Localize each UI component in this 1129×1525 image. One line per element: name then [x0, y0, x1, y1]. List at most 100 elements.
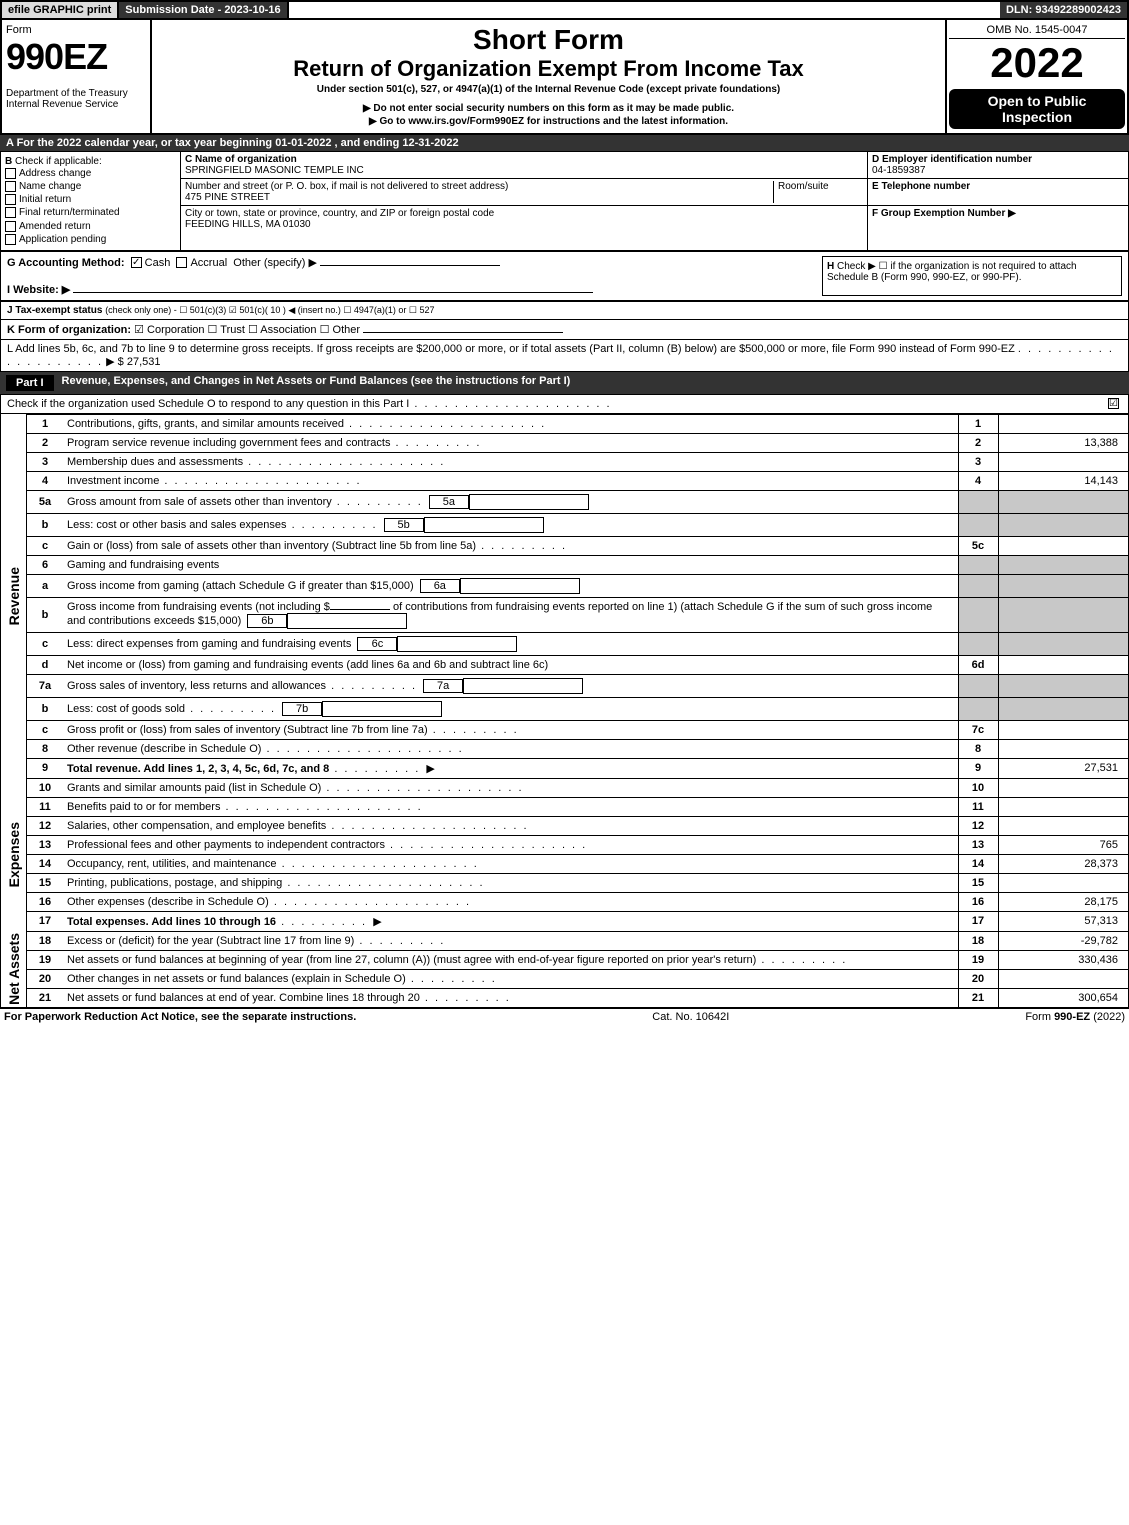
box-b-label: B	[5, 156, 12, 167]
check-o-box[interactable]: ☑	[1108, 398, 1119, 409]
line-8: 8Other revenue (describe in Schedule O)8	[27, 739, 1128, 758]
line-6b: bGross income from fundraising events (n…	[27, 597, 1128, 632]
row-g-h: G Accounting Method: ✓Cash Accrual Other…	[0, 251, 1129, 301]
return-title: Return of Organization Exempt From Incom…	[156, 56, 941, 82]
chk-final-return[interactable]: Final return/terminated	[5, 206, 176, 219]
line-k: K Form of organization: ☑ Corporation ☐ …	[0, 320, 1129, 340]
expenses-side-label: Expenses	[6, 822, 22, 887]
line-11: 11Benefits paid to or for members11	[27, 797, 1128, 816]
chk-address-change[interactable]: Address change	[5, 167, 176, 180]
line-l: L Add lines 5b, 6c, and 7b to line 9 to …	[0, 340, 1129, 372]
short-form-title: Short Form	[156, 24, 941, 56]
other-specify-label: Other (specify) ▶	[233, 257, 317, 269]
line-5a: 5aGross amount from sale of assets other…	[27, 490, 1128, 513]
org-street: 475 PINE STREET	[185, 192, 270, 203]
box-c-name-label: C Name of organization	[185, 154, 297, 165]
line-20: 20Other changes in net assets or fund ba…	[27, 969, 1128, 988]
under-section: Under section 501(c), 527, or 4947(a)(1)…	[156, 84, 941, 95]
line-5b: bLess: cost or other basis and sales exp…	[27, 513, 1128, 536]
dln-label: DLN: 93492289002423	[1000, 2, 1127, 18]
form-id-block: Form 990EZ Department of the Treasury In…	[2, 20, 152, 133]
box-b-checklist: Address change Name change Initial retur…	[5, 167, 176, 246]
form-title-block: Short Form Return of Organization Exempt…	[152, 20, 947, 133]
efile-label[interactable]: efile GRAPHIC print	[2, 2, 119, 18]
goto-link[interactable]: ▶ Go to www.irs.gov/Form990EZ for instru…	[156, 116, 941, 127]
part-i-label: Part I	[6, 375, 54, 391]
info-grid: B Check if applicable: Address change Na…	[0, 151, 1129, 251]
line-13: 13Professional fees and other payments t…	[27, 835, 1128, 854]
line-j-text: (check only one) - ☐ 501(c)(3) ☑ 501(c)(…	[105, 305, 434, 315]
footer-left: For Paperwork Reduction Act Notice, see …	[4, 1011, 356, 1023]
line-6d: dNet income or (loss) from gaming and fu…	[27, 655, 1128, 674]
top-bar: efile GRAPHIC print Submission Date - 20…	[0, 0, 1129, 20]
page-footer: For Paperwork Reduction Act Notice, see …	[0, 1008, 1129, 1025]
form-word: Form	[6, 24, 146, 36]
line-i-label: I Website: ▶	[7, 284, 70, 296]
line-4: 4Investment income414,143	[27, 471, 1128, 490]
revenue-side-label: Revenue	[6, 567, 22, 625]
accrual-label: Accrual	[190, 257, 227, 269]
chk-cash[interactable]: ✓	[131, 257, 142, 268]
line-12: 12Salaries, other compensation, and empl…	[27, 816, 1128, 835]
check-o-text: Check if the organization used Schedule …	[7, 398, 1108, 410]
part-i-header: Part I Revenue, Expenses, and Changes in…	[0, 372, 1129, 394]
line-g-label: G Accounting Method:	[7, 257, 125, 269]
year-block: OMB No. 1545-0047 2022 Open to Public In…	[947, 20, 1127, 133]
box-f-label: F Group Exemption Number ▶	[872, 208, 1016, 219]
line-6c: cLess: direct expenses from gaming and f…	[27, 632, 1128, 655]
footer-catno: Cat. No. 10642I	[652, 1011, 729, 1023]
chk-name-change[interactable]: Name change	[5, 180, 176, 193]
line-6a: aGross income from gaming (attach Schedu…	[27, 574, 1128, 597]
box-b: B Check if applicable: Address change Na…	[1, 152, 181, 250]
expenses-section: Expenses 10Grants and similar amounts pa…	[0, 778, 1129, 931]
footer-right: Form 990-EZ (2022)	[1025, 1011, 1125, 1023]
netassets-table: 18Excess or (deficit) for the year (Subt…	[27, 931, 1128, 1007]
box-d-label: D Employer identification number	[872, 154, 1032, 165]
revenue-section: Revenue 1Contributions, gifts, grants, a…	[0, 414, 1129, 778]
org-city: FEEDING HILLS, MA 01030	[185, 219, 311, 230]
line-17: 17Total expenses. Add lines 10 through 1…	[27, 911, 1128, 931]
line-14: 14Occupancy, rent, utilities, and mainte…	[27, 854, 1128, 873]
other-specify-input[interactable]	[320, 265, 500, 266]
line-5c: cGain or (loss) from sale of assets othe…	[27, 536, 1128, 555]
chk-application-pending[interactable]: Application pending	[5, 233, 176, 246]
line-7a: 7aGross sales of inventory, less returns…	[27, 674, 1128, 697]
website-input[interactable]	[73, 292, 593, 293]
cash-label: Cash	[145, 257, 171, 269]
submission-date: Submission Date - 2023-10-16	[119, 2, 288, 18]
line-10: 10Grants and similar amounts paid (list …	[27, 778, 1128, 797]
line-l-amount: ▶ $ 27,531	[106, 356, 160, 368]
line-k-other-input[interactable]	[363, 332, 563, 333]
box-c-street-label: Number and street (or P. O. box, if mail…	[185, 181, 508, 192]
line-j-label: J Tax-exempt status	[7, 305, 102, 316]
line-7b: bLess: cost of goods sold 7b	[27, 697, 1128, 720]
tax-year: 2022	[949, 39, 1125, 87]
dept-label: Department of the Treasury Internal Reve…	[6, 88, 146, 110]
line-h-label: H	[827, 261, 834, 272]
box-h: H Check ▶ ☐ if the organization is not r…	[822, 256, 1122, 296]
line-16: 16Other expenses (describe in Schedule O…	[27, 892, 1128, 911]
revenue-table: 1Contributions, gifts, grants, and simil…	[27, 414, 1128, 778]
line-15: 15Printing, publications, postage, and s…	[27, 873, 1128, 892]
chk-accrual[interactable]	[176, 257, 187, 268]
box-c-city-label: City or town, state or province, country…	[185, 208, 494, 219]
line-19: 19Net assets or fund balances at beginni…	[27, 950, 1128, 969]
line-k-text: ☑ Corporation ☐ Trust ☐ Association ☐ Ot…	[134, 324, 360, 336]
open-public-badge: Open to Public Inspection	[949, 89, 1125, 129]
line-j: J Tax-exempt status (check only one) - ☐…	[0, 301, 1129, 320]
expenses-table: 10Grants and similar amounts paid (list …	[27, 778, 1128, 931]
line-21: 21Net assets or fund balances at end of …	[27, 988, 1128, 1007]
line-1: 1Contributions, gifts, grants, and simil…	[27, 414, 1128, 433]
chk-amended-return[interactable]: Amended return	[5, 220, 176, 233]
line-h-text: Check ▶ ☐ if the organization is not req…	[827, 261, 1077, 283]
line-l-text: L Add lines 5b, 6c, and 7b to line 9 to …	[7, 343, 1015, 355]
form-number: 990EZ	[6, 36, 146, 78]
chk-initial-return[interactable]: Initial return	[5, 193, 176, 206]
netassets-side-label: Net Assets	[6, 933, 22, 1005]
line-6: 6Gaming and fundraising events	[27, 555, 1128, 574]
org-name: SPRINGFIELD MASONIC TEMPLE INC	[185, 165, 364, 176]
ein-value: 04-1859387	[872, 165, 925, 176]
netassets-section: Net Assets 18Excess or (deficit) for the…	[0, 931, 1129, 1008]
line-k-label: K Form of organization:	[7, 324, 131, 336]
box-def: D Employer identification number 04-1859…	[868, 152, 1128, 250]
